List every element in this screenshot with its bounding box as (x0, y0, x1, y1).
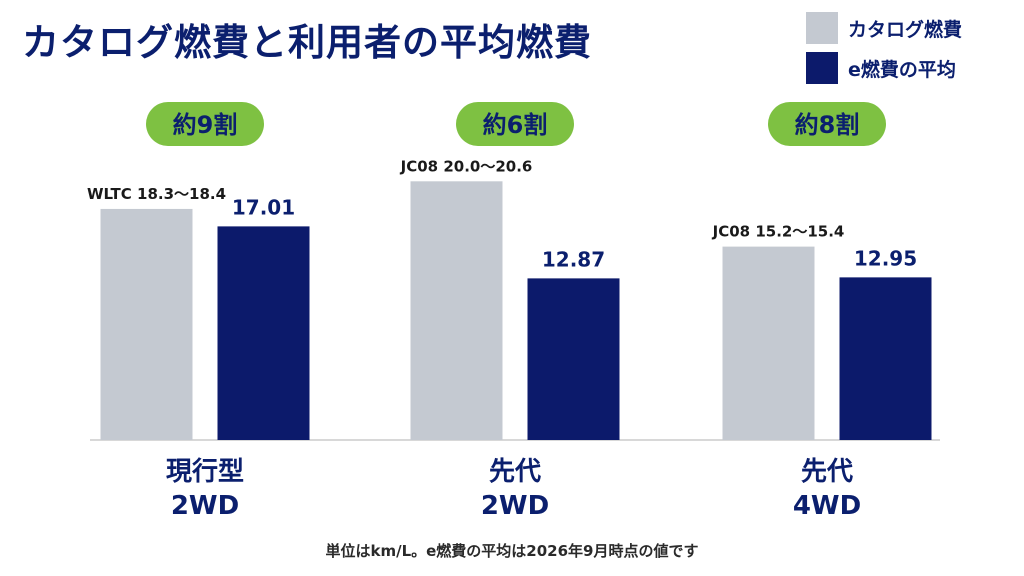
category-label-1-0: 先代 (489, 457, 541, 487)
legend-label-catalog: カタログ燃費 (848, 18, 963, 41)
bar-average-1 (527, 278, 620, 440)
ratio-pill-2 (768, 102, 886, 146)
bar-catalog-2 (722, 246, 815, 440)
legend-swatch-average (806, 52, 838, 84)
data-label-catalog-0: WLTC 18.3〜18.4 (87, 185, 226, 203)
category-label-1-1: 2WD (481, 491, 549, 521)
ratio-label-2: 約8割 (795, 111, 860, 139)
data-label-catalog-1: JC08 20.0〜20.6 (400, 157, 533, 175)
ratio-label-1: 約6割 (483, 111, 548, 139)
ratio-pill-0 (146, 102, 264, 146)
bar-catalog-1 (410, 181, 503, 441)
ratio-label-0: 約9割 (173, 111, 238, 139)
bar-average-2 (839, 277, 932, 440)
bar-average-0 (217, 226, 310, 440)
footnote: 単位はkm/L。e燃費の平均は2026年9月時点の値です (325, 542, 699, 560)
legend-label-average: e燃費の平均 (848, 58, 956, 81)
data-label-average-0: 17.01 (232, 195, 295, 219)
data-label-average-2: 12.95 (854, 246, 917, 270)
legend-item-average: e燃費の平均 (806, 50, 962, 86)
data-label-catalog-2: JC08 15.2〜15.4 (712, 223, 845, 241)
data-label-average-1: 12.87 (542, 247, 605, 271)
bar-catalog-0 (100, 208, 193, 440)
category-label-0-1: 2WD (171, 491, 239, 521)
chart-title: カタログ燃費と利用者の平均燃費 (22, 21, 592, 64)
category-label-2-0: 先代 (801, 457, 853, 487)
category-label-2-1: 4WD (793, 491, 861, 521)
category-label-0-0: 現行型 (166, 456, 244, 487)
ratio-pill-1 (456, 102, 574, 146)
legend: カタログ燃費 e燃費の平均 (806, 10, 962, 90)
legend-swatch-catalog (806, 12, 838, 44)
legend-item-catalog: カタログ燃費 (806, 10, 962, 46)
